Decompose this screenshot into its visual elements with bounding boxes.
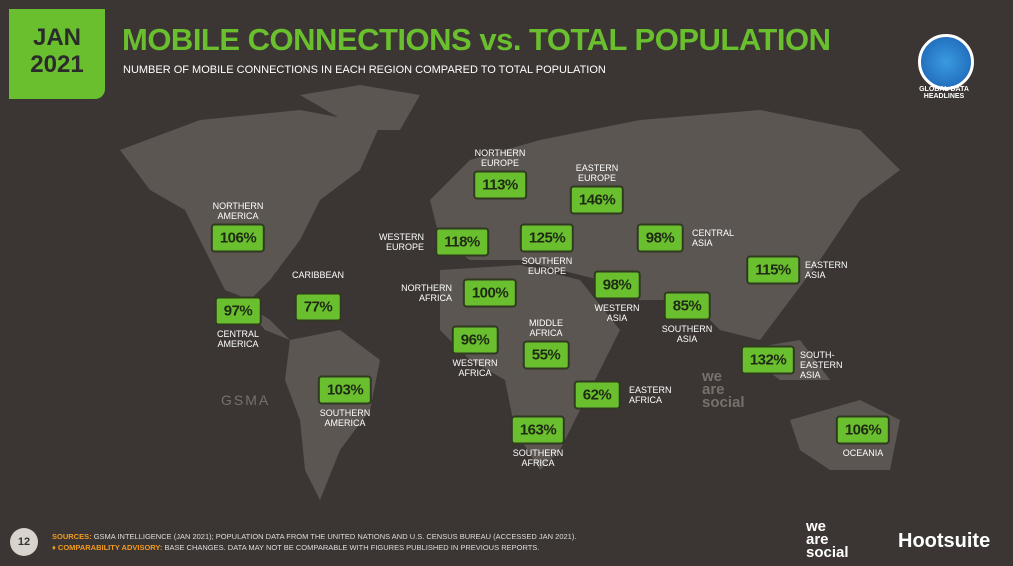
gsma-watermark: GSMA	[221, 392, 271, 408]
logo-we-are-social: we are social	[806, 518, 849, 561]
region-label: NORTHERN EUROPE	[474, 148, 526, 168]
region-label: EASTERN ASIA	[805, 260, 848, 280]
region-value: 125%	[519, 223, 575, 253]
region-label: EASTERN AFRICA	[629, 385, 672, 405]
region-label: WESTERN EUROPE	[379, 232, 424, 252]
social-watermark: we are social	[702, 368, 745, 411]
date: JAN 2021	[30, 24, 84, 78]
global-badge: GLOBAL DATA HEADLINES	[919, 86, 969, 100]
globe-icon	[918, 34, 974, 90]
advisory: BASE CHANGES. DATA MAY NOT BE COMPARABLE…	[164, 543, 540, 552]
region-value: 55%	[522, 340, 570, 370]
footnote: SOURCES: GSMA INTELLIGENCE (JAN 2021); P…	[52, 531, 576, 553]
region-label: OCEANIA	[842, 448, 884, 458]
region-value: 98%	[593, 270, 641, 300]
sources-label: SOURCES:	[52, 532, 92, 541]
region-label: CENTRAL AMERICA	[216, 329, 259, 349]
region-label: SOUTHERN EUROPE	[521, 256, 573, 276]
region-value: 118%	[435, 227, 489, 257]
region-value: 106%	[210, 223, 266, 253]
subtitle: NUMBER OF MOBILE CONNECTIONS IN EACH REG…	[123, 64, 606, 76]
logo-hootsuite: Hootsuite	[898, 530, 991, 552]
region-value: 132%	[740, 345, 796, 375]
region-label: WESTERN ASIA	[594, 303, 640, 323]
sources: GSMA INTELLIGENCE (JAN 2021); POPULATION…	[93, 532, 577, 541]
advisory-label: ♦ COMPARABILITY ADVISORY:	[52, 543, 163, 552]
region-label: SOUTHERN ASIA	[661, 324, 713, 344]
date-box	[9, 9, 105, 99]
region-value: 103%	[317, 375, 373, 405]
region-label: CENTRAL ASIA	[692, 228, 734, 248]
region-value: 113%	[473, 170, 527, 200]
region-value: 97%	[214, 296, 262, 326]
region-value: 115%	[746, 255, 800, 285]
region-label: SOUTHERN AFRICA	[512, 448, 564, 468]
region-value: 85%	[663, 291, 711, 321]
region-label: EASTERN EUROPE	[575, 163, 619, 183]
region-value: 106%	[835, 415, 891, 445]
title: MOBILE CONNECTIONS vs. TOTAL POPULATION	[122, 22, 831, 57]
region-label: CARIBBEAN	[291, 270, 344, 280]
page-number: 12	[10, 528, 38, 556]
region-value: 146%	[569, 185, 625, 215]
region-label: NORTHERN AFRICA	[401, 283, 452, 303]
region-value: 96%	[451, 325, 499, 355]
region-value: 100%	[462, 278, 518, 308]
region-label: NORTHERN AMERICA	[212, 201, 264, 221]
region-label: SOUTHERN AMERICA	[319, 408, 371, 428]
region-value: 98%	[636, 223, 684, 253]
region-label: WESTERN AFRICA	[452, 358, 498, 378]
region-label: SOUTH-EASTERN ASIA	[800, 350, 843, 380]
region-label: MIDDLE AFRICA	[528, 318, 563, 338]
region-value: 77%	[294, 292, 342, 322]
region-value: 163%	[510, 415, 566, 445]
region-value: 62%	[573, 380, 621, 410]
